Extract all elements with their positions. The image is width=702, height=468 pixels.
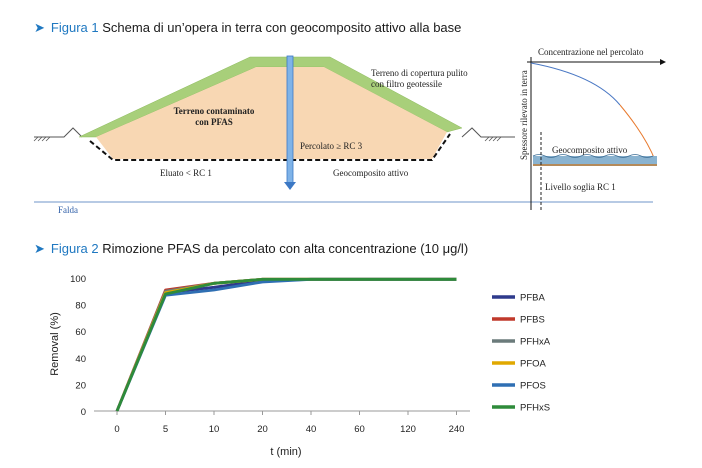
figure2-caption: Rimozione PFAS da percolato con alta con… xyxy=(102,241,469,256)
legend-label: PFOA xyxy=(520,359,547,370)
inset-graph: Concentrazione nel percolato Spessore ri… xyxy=(519,47,666,210)
y-tick-label: 0 xyxy=(81,407,86,418)
figure1-title: ➤ Figura 1 Schema di un’opera in terra co… xyxy=(34,20,461,36)
eluate-label: Eluato < RC 1 xyxy=(160,168,212,178)
hatch-left xyxy=(33,136,51,142)
series-line-pfbs xyxy=(115,277,457,412)
inset-layer-base xyxy=(533,164,657,166)
chart-ylabel: Removal (%) xyxy=(49,312,61,376)
legend-label: PFBA xyxy=(520,293,545,304)
percolate-arrow-shaft xyxy=(286,55,294,185)
x-tick-label: 10 xyxy=(209,424,220,435)
x-tick-label: 60 xyxy=(354,424,365,435)
ground-right xyxy=(461,127,515,138)
legend-label: PFHxS xyxy=(520,403,550,414)
inset-xlabel: Concentrazione nel percolato xyxy=(538,47,644,57)
y-tick-label: 40 xyxy=(75,354,86,365)
arrow-icon: ➤ xyxy=(34,20,45,35)
inset-x-arrow xyxy=(660,59,666,65)
series-line-pfos xyxy=(115,277,457,412)
legend-label: PFOS xyxy=(520,381,546,392)
geocomposite-label: Geocomposito attivo xyxy=(333,168,409,178)
geocomposite-line xyxy=(89,133,451,161)
x-tick-label: 40 xyxy=(306,424,317,435)
cover-label-2: con filtro geotessile xyxy=(371,79,442,89)
series-line-pfhxs xyxy=(115,277,457,412)
percolate-label: Percolato ≥ RC 3 xyxy=(300,141,363,151)
inset-layer-wave xyxy=(532,154,654,158)
inset-layer xyxy=(533,156,657,164)
inset-layer-label: Geocomposito attivo xyxy=(552,145,628,155)
x-tick-label: 120 xyxy=(400,424,416,435)
y-tick-label: 20 xyxy=(75,380,86,391)
legend-label: PFBS xyxy=(520,315,545,326)
x-tick-label: 5 xyxy=(163,424,168,435)
ground-left xyxy=(34,127,83,138)
contaminated-label-2: con PFAS xyxy=(195,117,233,127)
figure1-label: Figura 1 xyxy=(50,20,99,35)
figure1-caption: Schema di un’opera in terra con geocompo… xyxy=(102,20,462,35)
chart-xlabel: t (min) xyxy=(270,446,301,458)
x-tick-label: 240 xyxy=(449,424,465,435)
inset-curve-orange xyxy=(619,104,656,161)
embankment-diagram: Falda Terreno contaminato con PFAS Terre… xyxy=(33,47,666,215)
series-line-pfba xyxy=(115,277,457,412)
y-tick-label: 60 xyxy=(75,327,86,338)
series-line-pfoa xyxy=(115,277,457,412)
inset-threshold-label: Livello soglia RC 1 xyxy=(545,182,616,192)
inset-ylabel: Spessore rilevato in terra xyxy=(519,70,529,160)
y-tick-label: 80 xyxy=(75,301,86,312)
series-line-pfhxa xyxy=(115,277,457,412)
contaminated-core xyxy=(96,67,447,159)
arrow-icon: ➤ xyxy=(34,241,45,256)
x-tick-label: 20 xyxy=(257,424,268,435)
cover-label: Terreno di copertura pulito xyxy=(371,68,468,78)
x-tick-label: 0 xyxy=(114,424,119,435)
figure2-label: Figura 2 xyxy=(50,241,99,256)
y-tick-label: 100 xyxy=(70,274,86,285)
legend-label: PFHxA xyxy=(520,337,551,348)
inset-curve-blue xyxy=(530,62,621,106)
chart-series xyxy=(115,277,457,412)
percolate-arrow-head xyxy=(284,182,296,190)
chart-legend: PFBA PFBS PFHxA PFOA PFOS PFHxS xyxy=(492,293,551,414)
chart-axes: 0 20 40 60 80 100 0 5 10 20 40 60 120 240 xyxy=(70,274,470,435)
contaminated-label: Terreno contaminato xyxy=(174,106,255,116)
aquifer-label: Falda xyxy=(58,205,78,215)
figure2-title: ➤ Figura 2 Rimozione PFAS da percolato co… xyxy=(34,241,468,257)
hatch-right xyxy=(484,136,502,142)
